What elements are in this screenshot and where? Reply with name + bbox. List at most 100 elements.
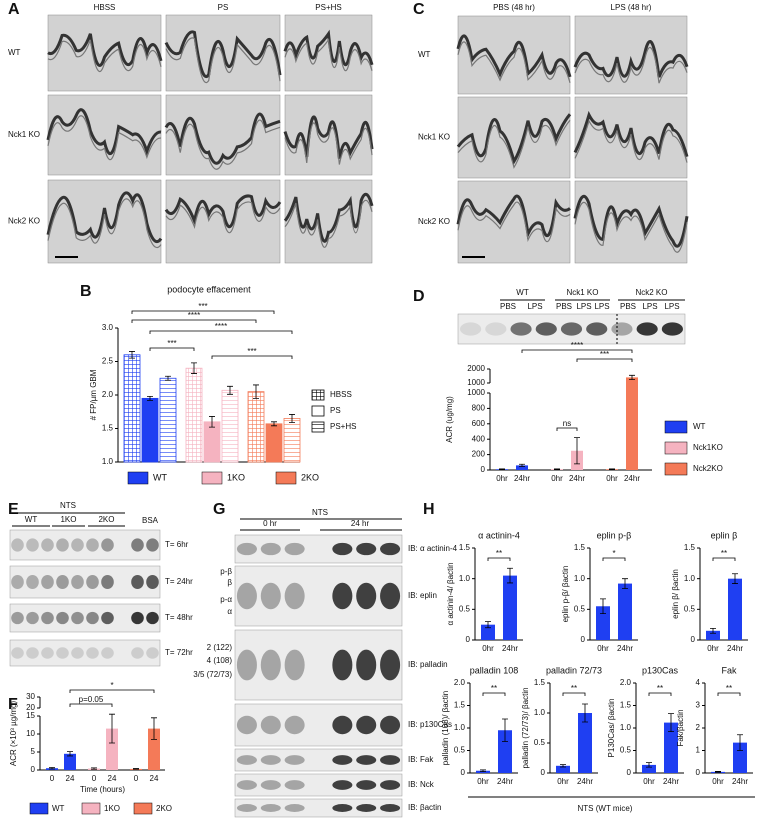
band	[284, 755, 305, 765]
lane-label: PBS	[500, 302, 516, 311]
band	[284, 542, 305, 556]
membrane	[165, 119, 281, 170]
y-tick-label: 1000	[467, 378, 485, 387]
y-tick-label: 1.0	[102, 457, 114, 466]
standard-label: BSA	[142, 516, 159, 525]
error-bar	[485, 621, 491, 629]
band	[356, 582, 377, 610]
chart-title: eplin β	[711, 530, 738, 540]
legend-swatch	[133, 802, 153, 815]
bar	[664, 722, 678, 773]
band-label: p-α	[220, 595, 232, 604]
band	[86, 574, 99, 590]
band	[146, 611, 159, 625]
band-label: 3/5 (72/73)	[193, 670, 232, 679]
significance-bracket	[149, 347, 195, 351]
error-bar	[502, 718, 508, 742]
legend-label: WT	[52, 804, 65, 813]
band-label: p-β	[220, 567, 232, 576]
membrane	[164, 30, 282, 78]
group-label: 2KO	[98, 515, 114, 524]
y-tick-label: 0	[481, 465, 486, 474]
bar	[706, 630, 720, 640]
x-tick-label: 0hr	[597, 644, 609, 653]
y-axis-label: eplin p-β/ βactin	[561, 566, 570, 623]
timepoint-label: T= 24hr	[165, 577, 193, 586]
error-bar	[165, 375, 171, 381]
band	[56, 611, 69, 625]
band	[332, 649, 353, 681]
lane-label: LPS	[642, 302, 657, 311]
band	[380, 755, 401, 765]
band	[380, 649, 401, 681]
y-tick-label: 0.5	[574, 604, 586, 613]
significance-label: **	[657, 684, 663, 693]
blot-label: IB: Fak	[408, 755, 434, 764]
membrane	[283, 115, 374, 159]
blot	[234, 798, 403, 818]
band	[661, 322, 683, 336]
membrane	[165, 201, 281, 234]
bar	[516, 465, 528, 470]
error-bar	[710, 627, 716, 634]
band	[26, 611, 39, 625]
membrane	[47, 115, 162, 161]
panel-label: B	[80, 283, 92, 300]
membrane	[574, 119, 688, 163]
membrane	[46, 108, 162, 156]
error-bar	[629, 374, 635, 380]
group-label: Nck2 KO	[635, 288, 667, 297]
band	[380, 542, 401, 556]
band	[356, 755, 377, 765]
micrograph	[165, 179, 281, 264]
legend-swatch	[275, 471, 297, 485]
band	[284, 582, 305, 610]
y-tick-label: 1.0	[534, 708, 546, 717]
band	[236, 542, 257, 556]
y-axis-label: eplin β/ βactin	[671, 569, 680, 619]
error-bar	[289, 414, 295, 423]
y-tick-label: 15	[26, 711, 35, 720]
significance-bracket	[487, 557, 511, 561]
timepoint-label: 24 hr	[351, 519, 370, 528]
membrane	[574, 46, 688, 84]
band	[71, 574, 84, 590]
lane-label: PBS	[556, 302, 572, 311]
y-tick-label: 4	[696, 678, 701, 687]
y-tick-label: 800	[472, 404, 486, 413]
bar	[123, 354, 141, 463]
x-tick-label: 0	[50, 774, 55, 783]
y-tick-label: 0.5	[454, 746, 466, 755]
legend-label: 2KO	[156, 804, 172, 813]
bar	[141, 397, 159, 463]
y-tick-label: 0.5	[620, 746, 632, 755]
legend-swatch	[311, 421, 325, 433]
y-axis-label: ACR (ug/mg)	[445, 396, 454, 443]
y-tick-label: 0	[691, 635, 696, 644]
error-bar	[191, 362, 197, 374]
membrane	[164, 194, 282, 228]
bar	[247, 391, 265, 463]
significance-bracket	[211, 355, 293, 359]
error-bar	[147, 395, 153, 401]
chart-title: p130Cas	[642, 665, 679, 675]
y-tick-label: 2.0	[454, 678, 466, 687]
error-bar	[600, 598, 606, 615]
error-bar	[560, 764, 566, 768]
band	[236, 715, 257, 735]
column-header: LPS (48 hr)	[611, 3, 652, 12]
band	[332, 780, 353, 790]
band	[260, 649, 281, 681]
blot-label: IB: α actinin-4	[408, 544, 458, 553]
significance-label: **	[496, 549, 502, 558]
error-bar	[253, 384, 259, 399]
band	[560, 322, 583, 336]
timepoint-label: T= 48hr	[165, 613, 193, 622]
band	[236, 780, 257, 790]
y-axis-label: ACR (×10³ µg/mg)	[9, 701, 18, 767]
y-tick-label: 10	[26, 729, 35, 738]
band	[356, 780, 377, 790]
significance-bracket	[562, 692, 586, 696]
band	[260, 715, 281, 735]
significance-bracket	[648, 692, 672, 696]
